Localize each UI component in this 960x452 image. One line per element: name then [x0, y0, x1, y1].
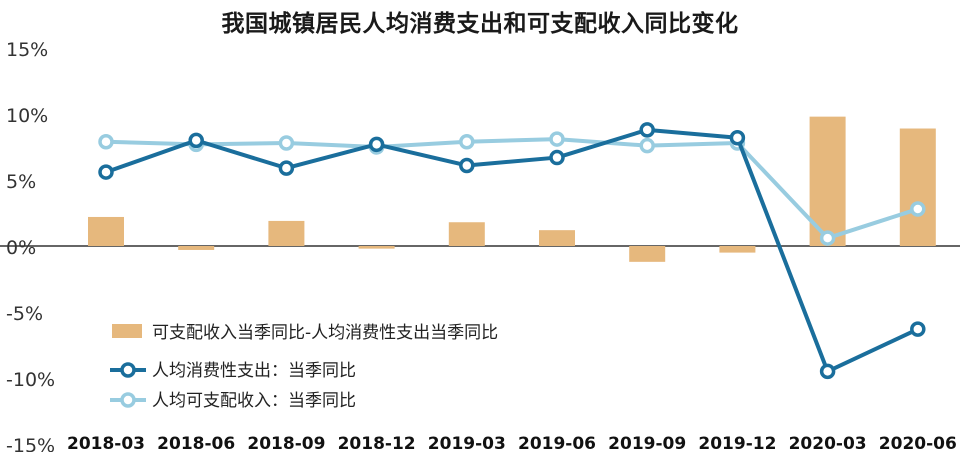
bar: [88, 216, 124, 246]
bar: [539, 230, 575, 246]
legend-label: 人均消费性支出：当季同比: [152, 361, 356, 381]
data-point: [639, 137, 655, 154]
legend: 可支配收入当季同比-人均消费性支出当季同比人均消费性支出：当季同比人均可支配收入…: [110, 323, 498, 411]
line-series: [98, 122, 926, 380]
x-tick-label: 2019-03: [428, 434, 506, 452]
x-axis-ticks: 2018-03 2018-06 2018-09 2018-12 2019-03 2019-…: [67, 434, 957, 452]
x-tick-label: 2019-12: [698, 434, 776, 452]
data-point: [459, 157, 475, 174]
legend-swatch: [112, 324, 142, 338]
series-line: [105, 127, 919, 374]
y-tick-label: -15%: [6, 435, 55, 452]
legend-label: 可支配收入当季同比-人均消费性支出当季同比: [152, 323, 498, 343]
legend-marker: [120, 362, 136, 378]
data-point: [98, 133, 114, 150]
data-point: [819, 230, 836, 246]
x-tick-label: 2018-09: [247, 434, 325, 452]
y-axis-ticks: 15% 10% 5% 0% -5% -10% -15%: [6, 39, 55, 452]
data-point: [459, 133, 475, 150]
bar: [629, 246, 666, 262]
data-point: [188, 132, 204, 149]
bar: [358, 246, 395, 249]
bar-series: [88, 116, 936, 262]
data-point: [278, 160, 295, 176]
x-tick-label: 2019-06: [518, 434, 596, 452]
data-point: [910, 201, 926, 217]
bar: [899, 128, 936, 246]
bar: [178, 246, 215, 250]
data-point: [98, 164, 114, 180]
x-tick-label: 2020-03: [789, 434, 867, 452]
bar: [268, 220, 305, 246]
y-tick-label: -10%: [6, 369, 55, 391]
x-tick-label: 2019-09: [608, 434, 686, 452]
data-point: [278, 135, 295, 151]
y-tick-label: -5%: [6, 303, 43, 325]
y-tick-label: 10%: [6, 105, 48, 127]
y-tick-label: 0%: [6, 237, 36, 259]
x-tick-label: 2020-06: [879, 434, 957, 452]
chart-title: 我国城镇居民人均消费支出和可支配收入同比变化: [221, 11, 739, 37]
data-point: [910, 321, 926, 337]
series-line: [105, 137, 919, 241]
bar: [719, 246, 756, 253]
data-point: [729, 130, 746, 146]
x-tick-label: 2018-03: [67, 434, 145, 452]
legend-marker: [120, 392, 136, 408]
data-point: [368, 136, 385, 153]
data-point: [549, 131, 565, 147]
y-tick-label: 15%: [6, 39, 48, 61]
legend-label: 人均可支配收入：当季同比: [152, 391, 356, 411]
data-point: [639, 122, 655, 138]
data-point: [819, 363, 836, 380]
data-point: [549, 149, 565, 166]
x-tick-label: 2018-06: [157, 434, 235, 452]
x-tick-label: 2018-12: [338, 434, 416, 452]
bar: [448, 222, 485, 246]
y-tick-label: 5%: [6, 171, 36, 193]
